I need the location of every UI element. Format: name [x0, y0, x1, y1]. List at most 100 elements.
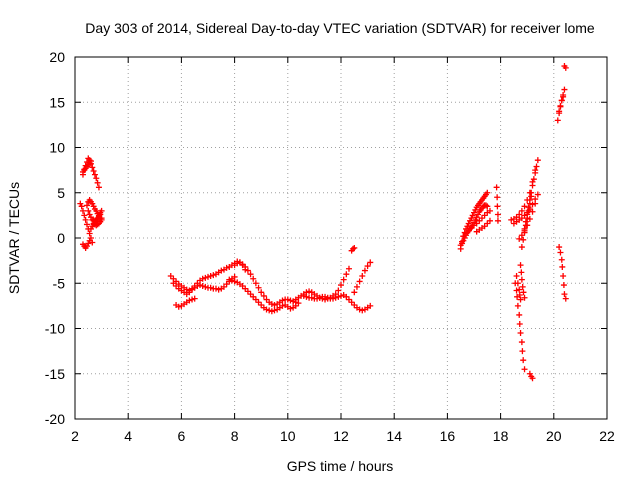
data-point	[494, 203, 501, 210]
data-point	[287, 297, 294, 304]
data-point	[83, 202, 90, 209]
y-tick-label: 5	[57, 185, 65, 201]
data-point	[351, 289, 358, 296]
data-point	[476, 217, 483, 224]
data-point	[170, 280, 177, 287]
data-point	[316, 294, 323, 301]
series-late-q	[561, 63, 569, 71]
data-point	[518, 244, 525, 251]
data-point	[324, 294, 331, 301]
data-point	[250, 293, 257, 300]
data-point	[516, 320, 523, 327]
data-point	[279, 297, 286, 304]
data-point	[518, 207, 525, 214]
series-mid-g	[300, 292, 374, 314]
data-point	[263, 306, 270, 313]
data-point	[87, 225, 94, 232]
series-mid-h	[348, 244, 358, 254]
data-point	[268, 301, 275, 308]
data-point	[560, 93, 567, 100]
y-tick-label: 20	[49, 49, 65, 65]
data-point	[287, 305, 294, 312]
data-point	[343, 271, 350, 278]
data-point	[234, 260, 241, 267]
x-tick-label: 14	[386, 428, 402, 444]
data-point	[210, 272, 217, 279]
data-point	[247, 291, 254, 298]
data-point	[340, 276, 347, 283]
data-point	[268, 308, 275, 315]
data-point	[223, 281, 230, 288]
data-point	[89, 164, 96, 171]
data-point	[484, 220, 491, 227]
data-point	[207, 284, 214, 291]
data-point	[558, 256, 565, 263]
data-point	[481, 212, 488, 219]
data-point	[78, 203, 85, 210]
data-point	[89, 200, 96, 207]
data-point	[260, 292, 267, 299]
series-late-p	[556, 93, 567, 115]
tick-labels: 2 4 6 8 10 12 14 16 18 20 22 -20 -15 -10 -5 0 5 10 15 20	[45, 49, 615, 444]
data-point	[472, 216, 479, 223]
data-point	[359, 307, 366, 314]
series-late-m	[518, 193, 535, 251]
series-early-low	[79, 237, 93, 251]
data-point	[175, 303, 182, 310]
data-point	[332, 294, 339, 301]
data-point	[520, 289, 527, 296]
data-point	[484, 189, 491, 196]
data-point	[255, 299, 262, 306]
data-point	[473, 214, 480, 221]
data-point	[86, 230, 93, 237]
data-point	[562, 64, 569, 71]
data-point	[528, 193, 535, 200]
data-point	[83, 243, 90, 250]
data-point	[239, 282, 246, 289]
data-point	[94, 179, 101, 186]
data-point	[189, 296, 196, 303]
data-point	[356, 306, 363, 313]
data-point	[484, 203, 491, 210]
data-point	[345, 296, 352, 303]
x-tick-label: 18	[493, 428, 509, 444]
data-point	[559, 263, 566, 270]
series-late-r	[556, 244, 569, 302]
data-point	[361, 267, 368, 274]
data-point	[522, 222, 529, 229]
data-point	[258, 301, 265, 308]
data-point	[521, 294, 528, 301]
data-point	[517, 296, 524, 303]
data-point	[529, 375, 536, 382]
data-point	[560, 273, 567, 280]
data-point	[520, 236, 527, 243]
y-tick-label: 0	[57, 230, 65, 246]
y-tick-label: -10	[45, 321, 65, 337]
data-point	[521, 366, 528, 373]
data-point	[467, 217, 474, 224]
data-point	[197, 282, 204, 289]
chart-title: Day 303 of 2014, Sidereal Day-to-day VTE…	[85, 20, 595, 36]
data-point	[557, 102, 564, 109]
data-point	[464, 223, 471, 230]
data-point	[532, 200, 539, 207]
data-point	[529, 182, 536, 189]
data-point	[308, 294, 315, 301]
data-point	[97, 211, 104, 218]
data-point	[468, 225, 475, 232]
data-point	[212, 285, 219, 292]
data-point	[279, 302, 286, 309]
data-point	[95, 184, 102, 191]
data-point	[520, 357, 527, 364]
grid	[75, 57, 607, 419]
data-point	[529, 208, 536, 215]
data-point	[519, 283, 526, 290]
x-tick-label: 20	[546, 428, 562, 444]
data-point	[459, 240, 466, 247]
series-late-b	[457, 202, 491, 249]
data-point	[513, 287, 520, 294]
data-point	[526, 200, 533, 207]
data-point	[215, 286, 222, 293]
series-late-a	[457, 189, 491, 252]
data-point	[250, 275, 257, 282]
